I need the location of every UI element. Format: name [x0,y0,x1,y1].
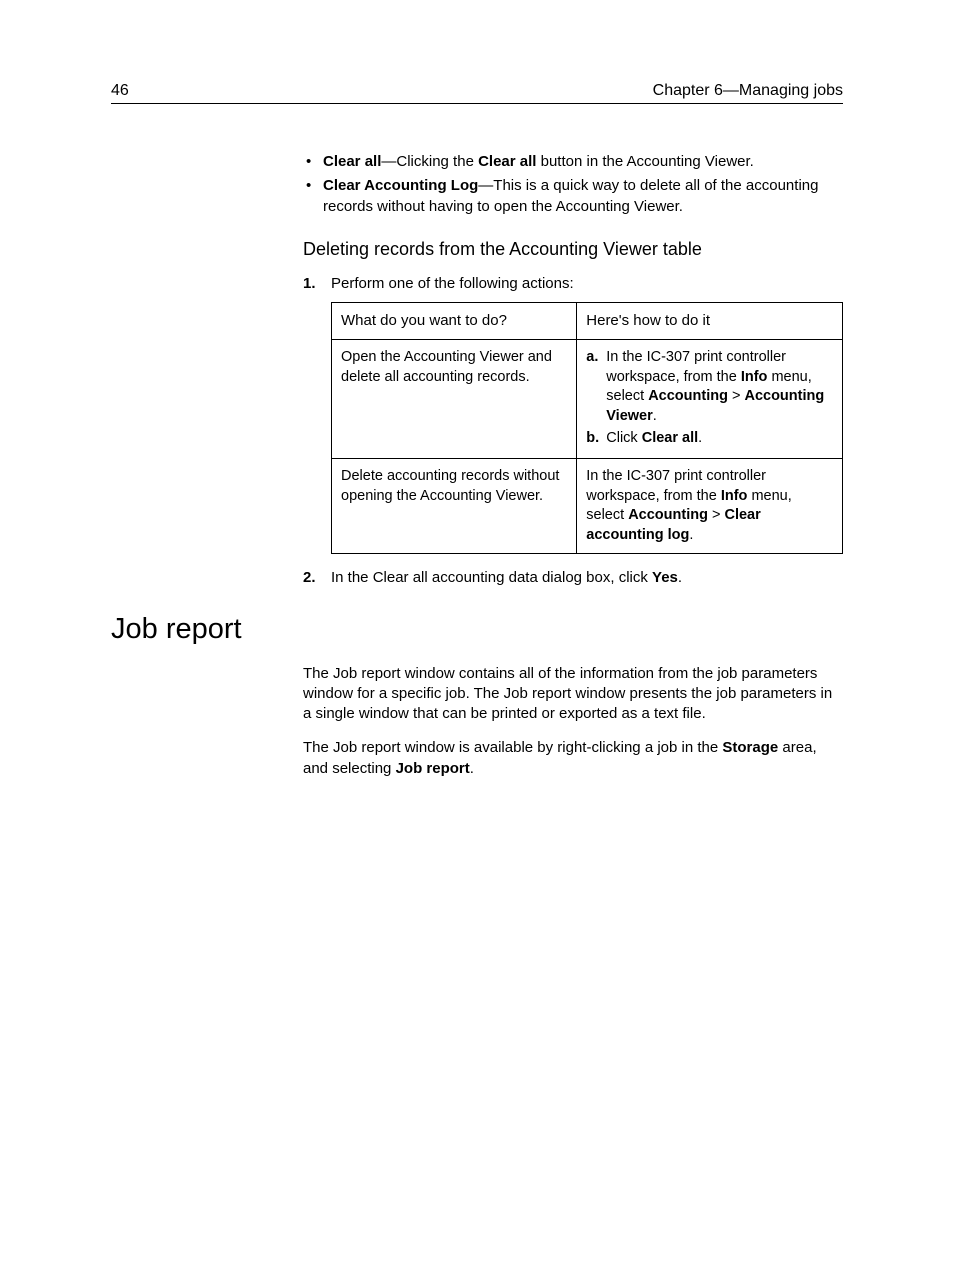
job-report-p2: The Job report window is available by ri… [303,738,843,779]
btn-yes: Yes [652,569,678,586]
t: . [653,408,657,424]
sub-step-label: a. [586,348,598,368]
menu-info: Info [741,369,768,385]
t: > [728,388,745,404]
page-header: 46 Chapter 6—Managing jobs [111,82,843,104]
cell-what: Delete accounting records without openin… [332,459,577,554]
bullet-clear-accounting-log: Clear Accounting Log—This is a quick way… [303,176,843,217]
t: Click [606,430,641,446]
section-title-job-report: Job report [111,613,843,646]
subheading-deleting-records: Deleting records from the Accounting Vie… [303,239,843,260]
table-header-how: Here's how to do it [577,303,843,340]
procedure-steps: 1. Perform one of the following actions:… [303,274,843,589]
step-number: 1. [303,274,316,294]
step-1: 1. Perform one of the following actions:… [303,274,843,555]
bullet-text-after: button in the Accounting Viewer. [536,153,753,170]
bullet-list: Clear all—Clicking the Clear all button … [303,152,843,217]
t: . [698,430,702,446]
step-number: 2. [303,568,316,588]
bullet-lead: Clear all [323,153,381,170]
bullet-button-name: Clear all [478,153,536,170]
t: In the Clear all accounting data dialog … [331,569,652,586]
bullet-text: —Clicking the [381,153,478,170]
cell-how: a. In the IC-307 print controller worksp… [577,340,843,459]
menu-info: Info [721,488,748,504]
page: 46 Chapter 6—Managing jobs Clear all—Cli… [0,0,954,779]
t: . [470,760,474,777]
step-text: Perform one of the following actions: [331,275,574,292]
job-report-body: The Job report window contains all of th… [303,664,843,779]
step-2: 2. In the Clear all accounting data dial… [303,568,843,588]
intro-bullets-block: Clear all—Clicking the Clear all button … [303,152,843,589]
table-header-row: What do you want to do? Here's how to do… [332,303,843,340]
menu-job-report: Job report [396,760,470,777]
bullet-lead: Clear Accounting Log [323,177,478,194]
area-storage: Storage [722,739,778,756]
sub-step-a: a. In the IC-307 print controller worksp… [586,348,833,426]
sub-step-label: b. [586,429,599,449]
sub-steps: a. In the IC-307 print controller worksp… [586,348,833,448]
btn-clear-all: Clear all [642,430,698,446]
menu-accounting: Accounting [628,507,708,523]
procedure-table: What do you want to do? Here's how to do… [331,302,843,554]
sub-step-b: b. Click Clear all. [586,429,833,449]
t: The Job report window is available by ri… [303,739,722,756]
cell-how: In the IC-307 print controller workspace… [577,459,843,554]
t: . [678,569,682,586]
cell-what: Open the Accounting Viewer and delete al… [332,340,577,459]
t: > [708,507,725,523]
menu-accounting: Accounting [648,388,728,404]
bullet-clear-all: Clear all—Clicking the Clear all button … [303,152,843,172]
page-number: 46 [111,82,129,100]
job-report-p1: The Job report window contains all of th… [303,664,843,725]
table-row: Open the Accounting Viewer and delete al… [332,340,843,459]
t: . [689,527,693,543]
chapter-title: Chapter 6—Managing jobs [653,82,843,100]
table-row: Delete accounting records without openin… [332,459,843,554]
table-header-what: What do you want to do? [332,303,577,340]
